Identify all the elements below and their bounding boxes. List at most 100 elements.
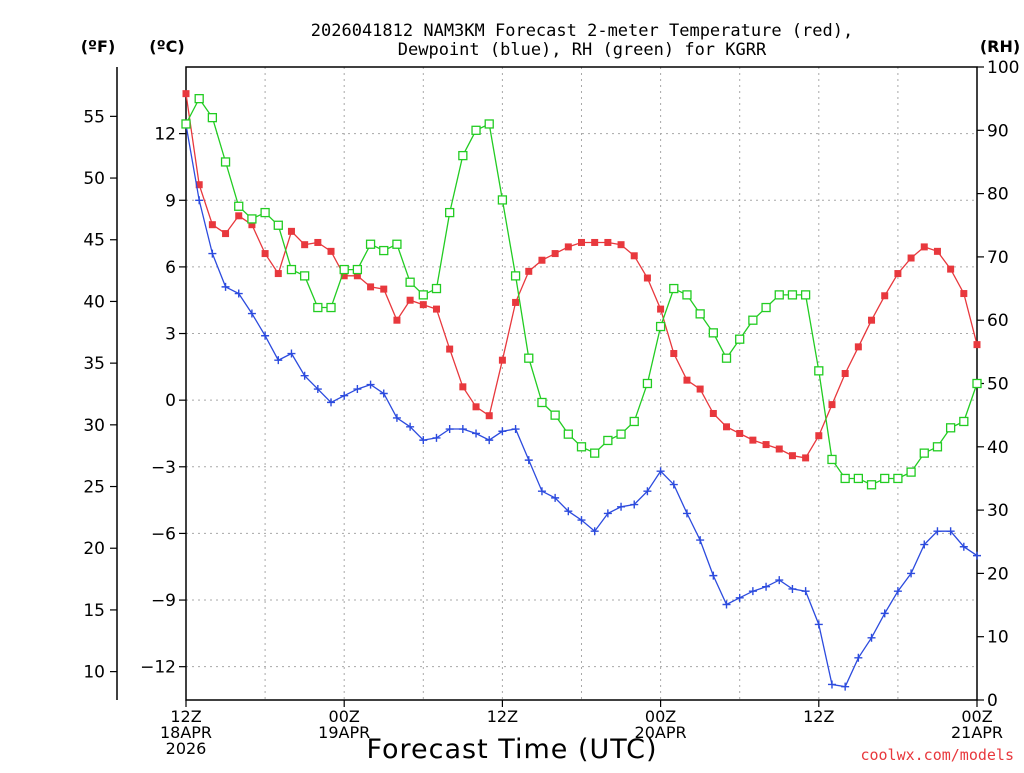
rh-point	[721, 353, 732, 363]
rh-point	[682, 290, 692, 300]
dewpoint-point	[247, 309, 256, 318]
rh-point	[339, 264, 349, 275]
dewpoint-point	[762, 582, 771, 591]
rh-point	[431, 283, 442, 294]
rh-point	[220, 157, 231, 167]
temperature-point	[709, 409, 717, 417]
x-tick-label: 00Z	[961, 707, 992, 726]
temperature-point	[894, 270, 902, 278]
rh-point	[484, 119, 494, 129]
rh-tick-label: 10	[987, 628, 1009, 648]
rh-point	[906, 467, 916, 477]
celsius-tick-label: −6	[151, 524, 176, 544]
temperature-point	[406, 296, 414, 304]
dewpoint-point	[617, 502, 626, 511]
temperature-point	[591, 238, 599, 246]
temperature-point	[933, 247, 941, 255]
rh-point	[616, 429, 626, 439]
temperature-point	[393, 316, 401, 324]
dewpoint-point	[893, 587, 902, 596]
temperature-point	[604, 238, 612, 246]
rh-point	[932, 442, 943, 452]
rh-tick-label: 40	[987, 438, 1009, 458]
dewpoint-point	[287, 349, 296, 358]
celsius-tick-label: 0	[165, 391, 176, 411]
dewpoint-point	[551, 493, 560, 502]
celsius-tick-label: −12	[140, 658, 176, 678]
temperature-point	[327, 247, 335, 255]
dewpoint-point	[854, 653, 863, 662]
x-tick-label: 20APR	[635, 723, 687, 742]
celsius-tick-label: −3	[151, 458, 176, 478]
celsius-tick-label: 9	[165, 191, 176, 211]
dewpoint-point	[392, 413, 401, 422]
temperature-point	[828, 401, 836, 409]
rh-point	[234, 201, 244, 211]
dewpoint-point	[959, 542, 968, 551]
rh-point	[194, 94, 204, 104]
rh-point	[880, 473, 890, 484]
fahrenheit-tick-label: 10	[83, 663, 105, 683]
x-tick-label: 18APR	[160, 723, 212, 742]
rh-tick-label: 30	[987, 501, 1009, 521]
temperature-point	[498, 356, 506, 364]
temperature-point	[881, 292, 889, 300]
temperature-point	[551, 250, 559, 258]
temperature-point	[525, 267, 533, 275]
dewpoint-point	[696, 536, 705, 545]
temperature-point	[564, 243, 572, 251]
x-tick-label: 2026	[166, 739, 207, 758]
rh-point	[510, 271, 521, 281]
rh-tick-label: 60	[987, 311, 1009, 331]
rh-point	[748, 315, 758, 325]
dewpoint-point	[564, 507, 573, 516]
temperature-point	[459, 383, 467, 391]
celsius-tick-label: −9	[151, 591, 176, 611]
rh-point	[655, 321, 666, 332]
axes-layer: −12 −9 −6 −3 0 3 6 9 12 10 15 20 25 30 35 40 45 50 55 0 10 20…	[83, 58, 1019, 758]
fahrenheit-tick-label: 45	[83, 231, 105, 251]
temperature-point	[947, 265, 955, 273]
dewpoint-point	[709, 571, 718, 580]
dewpoint-point	[485, 436, 494, 445]
rh-point	[181, 119, 191, 129]
rh-point	[379, 245, 389, 256]
rh-point	[405, 277, 415, 287]
dewpoint-point	[208, 249, 217, 258]
temperature-point	[578, 238, 585, 246]
dewpoint-point	[327, 398, 336, 407]
rh-point	[603, 435, 613, 446]
dewpoint-point	[841, 682, 850, 691]
rh-point	[669, 283, 679, 294]
rh-point	[326, 302, 336, 313]
x-tick-label: 12Z	[487, 707, 518, 726]
rh-point	[774, 290, 784, 300]
dewpoint-point	[682, 509, 691, 518]
fahrenheit-tick-label: 20	[83, 539, 105, 559]
rh-point	[299, 271, 310, 281]
dewpoint-point	[234, 289, 243, 298]
temperature-point	[630, 252, 638, 260]
rh-point	[286, 264, 297, 275]
temperature-point	[643, 274, 651, 282]
temperature-point	[222, 230, 230, 238]
temperature-point	[973, 341, 981, 349]
dewpoint-point	[511, 425, 520, 434]
dewpoint-point	[946, 527, 955, 536]
temperature-point	[841, 370, 849, 378]
temperature-point	[182, 90, 190, 98]
rh-tick-label: 70	[987, 248, 1009, 268]
rh-point	[247, 214, 257, 224]
rh-point	[471, 125, 481, 135]
credit-label: coolwx.com/models	[860, 746, 1014, 764]
temperature-point	[261, 250, 269, 258]
dewpoint-point	[735, 593, 744, 602]
dewpoint-point	[445, 425, 454, 434]
temperature-point	[670, 350, 678, 358]
temperature-point	[762, 441, 770, 449]
chart-title-line2: Dewpoint (blue), RH (green) for KGRR	[398, 40, 767, 60]
temperature-point	[314, 238, 322, 246]
temperature-point	[920, 243, 928, 251]
rh-point	[352, 264, 363, 275]
temperature-point	[419, 301, 427, 309]
